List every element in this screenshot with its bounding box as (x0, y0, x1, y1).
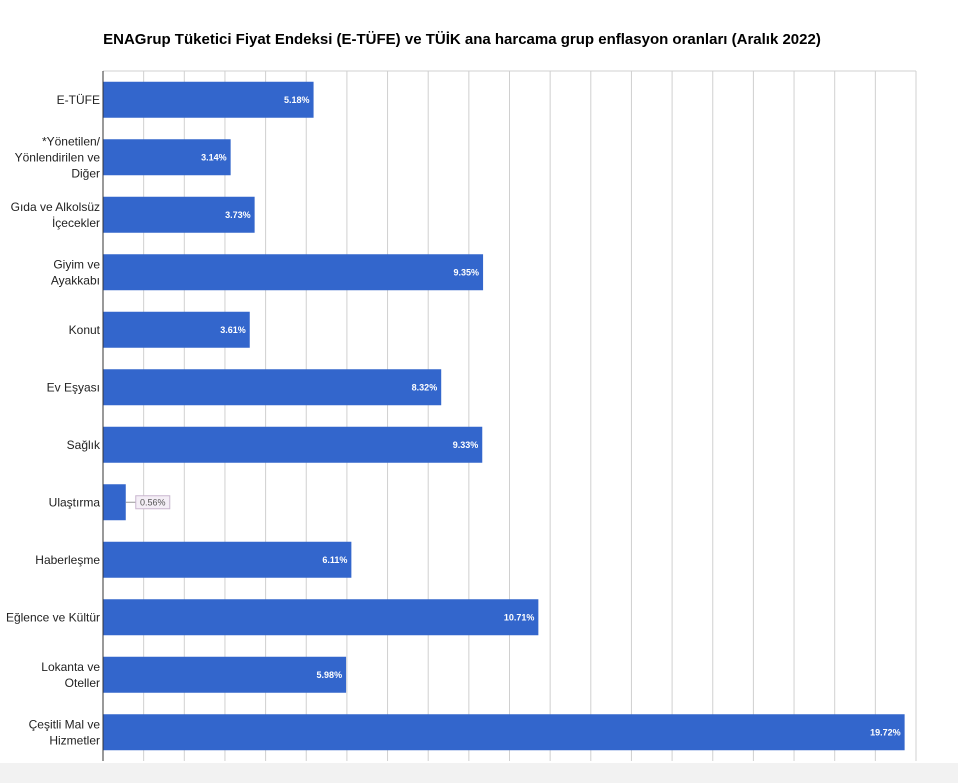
bar (103, 714, 905, 751)
category-label: Çeşitli Mal ve Hizmetler (29, 717, 101, 747)
category-label: Gıda ve Alkolsüz İçecekler (11, 200, 100, 230)
bar (103, 426, 483, 463)
category-label: E-TÜFE (57, 93, 100, 107)
chart-page: ENAGrup Tüketici Fiyat Endeksi (E-TÜFE) … (0, 0, 958, 763)
bar (103, 254, 484, 291)
category-label: Haberleşme (35, 553, 100, 567)
value-label-box (135, 495, 171, 510)
bar (103, 484, 126, 521)
value-label: 6.11% (322, 555, 347, 565)
value-label: 3.14% (201, 152, 227, 162)
category-label: Giyim ve Ayakkabı (51, 257, 100, 287)
bar (103, 139, 231, 176)
value-label: 19.72% (870, 727, 901, 737)
value-label: 3.61% (220, 325, 246, 335)
bar (103, 656, 347, 693)
value-label: 3.73% (225, 210, 251, 220)
chart-title: ENAGrup Tüketici Fiyat Endeksi (E-TÜFE) … (103, 31, 821, 48)
value-label: 5.18% (284, 95, 310, 105)
bar-chart: E-TÜFE 5.18% *Yönetilen/Yönlendirilen ve Di… (6, 70, 917, 761)
category-label: Sağlık (67, 438, 101, 452)
value-label: 9.33% (453, 440, 479, 450)
bar (103, 311, 250, 348)
bar (103, 599, 539, 636)
value-label: 0.56% (140, 497, 166, 507)
category-label: Konut (69, 323, 101, 337)
category-label: Ev Eşyası (47, 380, 100, 394)
bar (103, 81, 314, 118)
bar (103, 369, 442, 406)
category-label: Ulaştırma (49, 495, 101, 509)
bar (103, 541, 352, 578)
bar (103, 196, 255, 233)
value-label: 10.71% (504, 612, 535, 622)
value-label: 8.32% (412, 382, 438, 392)
value-label: 5.98% (317, 670, 343, 680)
category-label: Lokanta ve Oteller (41, 660, 100, 690)
value-label: 9.35% (454, 267, 480, 277)
category-label: *Yönetilen/Yönlendirilen ve Diğer (15, 134, 101, 180)
category-label: Eğlence ve Kültür (6, 610, 100, 624)
